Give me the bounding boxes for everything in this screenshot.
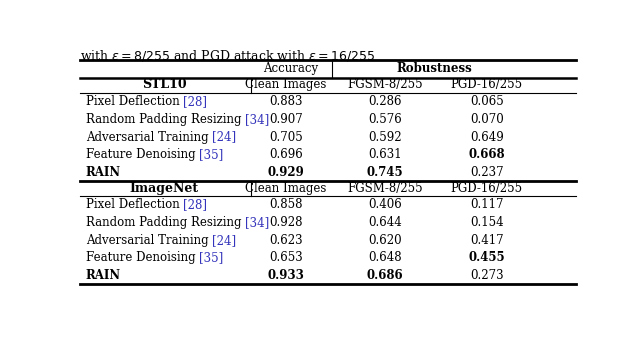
Text: [35]: [35] <box>199 148 223 161</box>
Text: 0.883: 0.883 <box>269 95 303 108</box>
Text: 0.117: 0.117 <box>470 198 504 211</box>
Text: 0.686: 0.686 <box>367 269 403 282</box>
Text: Pixel Deflection: Pixel Deflection <box>86 198 184 211</box>
Text: RAIN: RAIN <box>86 166 121 179</box>
Text: 0.286: 0.286 <box>368 95 402 108</box>
Text: 0.592: 0.592 <box>368 130 402 144</box>
Text: Random Padding Resizing: Random Padding Resizing <box>86 113 245 126</box>
Text: Adversarial Training: Adversarial Training <box>86 234 212 247</box>
Text: FGSM-8/255: FGSM-8/255 <box>348 182 423 195</box>
Text: Adversarial Training: Adversarial Training <box>86 130 212 144</box>
Text: Accuracy: Accuracy <box>263 62 318 75</box>
Text: [28]: [28] <box>184 95 207 108</box>
Text: FGSM-8/255: FGSM-8/255 <box>348 78 423 91</box>
Text: 0.406: 0.406 <box>368 198 402 211</box>
Text: 0.653: 0.653 <box>269 251 303 264</box>
Text: [35]: [35] <box>199 251 223 264</box>
Text: Feature Denoising: Feature Denoising <box>86 251 199 264</box>
Text: Feature Denoising: Feature Denoising <box>86 148 199 161</box>
Text: 0.907: 0.907 <box>269 113 303 126</box>
Text: Feature Denoising: Feature Denoising <box>86 148 199 161</box>
Text: 0.745: 0.745 <box>367 166 403 179</box>
Text: 0.620: 0.620 <box>368 234 402 247</box>
Text: PGD-16/255: PGD-16/255 <box>451 182 523 195</box>
Text: Clean Images: Clean Images <box>245 182 326 195</box>
Text: ImageNet: ImageNet <box>130 182 199 195</box>
Text: Adversarial Training: Adversarial Training <box>86 234 212 247</box>
Text: Pixel Deflection: Pixel Deflection <box>86 95 184 108</box>
Text: Random Padding Resizing: Random Padding Resizing <box>86 216 245 229</box>
Text: 0.705: 0.705 <box>269 130 303 144</box>
Text: 0.623: 0.623 <box>269 234 303 247</box>
Text: 0.648: 0.648 <box>368 251 402 264</box>
Text: with $\epsilon = 8/255$ and PGD attack with $\epsilon = 16/255$: with $\epsilon = 8/255$ and PGD attack w… <box>80 48 375 63</box>
Text: Adversarial Training: Adversarial Training <box>86 130 212 144</box>
Text: 0.644: 0.644 <box>368 216 402 229</box>
Text: 0.273: 0.273 <box>470 269 504 282</box>
Text: Pixel Deflection: Pixel Deflection <box>86 198 184 211</box>
Text: [24]: [24] <box>212 130 236 144</box>
Text: [24]: [24] <box>212 234 236 247</box>
Text: RAIN: RAIN <box>86 269 121 282</box>
Text: PGD-16/255: PGD-16/255 <box>451 78 523 91</box>
Text: 0.237: 0.237 <box>470 166 504 179</box>
Text: 0.928: 0.928 <box>269 216 303 229</box>
Text: STL10: STL10 <box>142 78 187 91</box>
Text: 0.417: 0.417 <box>470 234 504 247</box>
Text: 0.649: 0.649 <box>470 130 504 144</box>
Text: Clean Images: Clean Images <box>245 78 326 91</box>
Text: [34]: [34] <box>245 113 269 126</box>
Text: Pixel Deflection: Pixel Deflection <box>86 95 184 108</box>
Text: 0.631: 0.631 <box>368 148 402 161</box>
Text: 0.065: 0.065 <box>470 95 504 108</box>
Text: 0.070: 0.070 <box>470 113 504 126</box>
Text: 0.455: 0.455 <box>468 251 505 264</box>
Text: 0.154: 0.154 <box>470 216 504 229</box>
Text: 0.858: 0.858 <box>269 198 303 211</box>
Text: Feature Denoising: Feature Denoising <box>86 251 199 264</box>
Text: 0.576: 0.576 <box>368 113 402 126</box>
Text: [28]: [28] <box>184 198 207 211</box>
Text: 0.696: 0.696 <box>269 148 303 161</box>
Text: 0.933: 0.933 <box>268 269 304 282</box>
Text: 0.929: 0.929 <box>268 166 304 179</box>
Text: Robustness: Robustness <box>397 62 472 75</box>
Text: Random Padding Resizing: Random Padding Resizing <box>86 216 245 229</box>
Text: Random Padding Resizing: Random Padding Resizing <box>86 113 245 126</box>
Text: [34]: [34] <box>245 216 269 229</box>
Text: 0.668: 0.668 <box>468 148 505 161</box>
